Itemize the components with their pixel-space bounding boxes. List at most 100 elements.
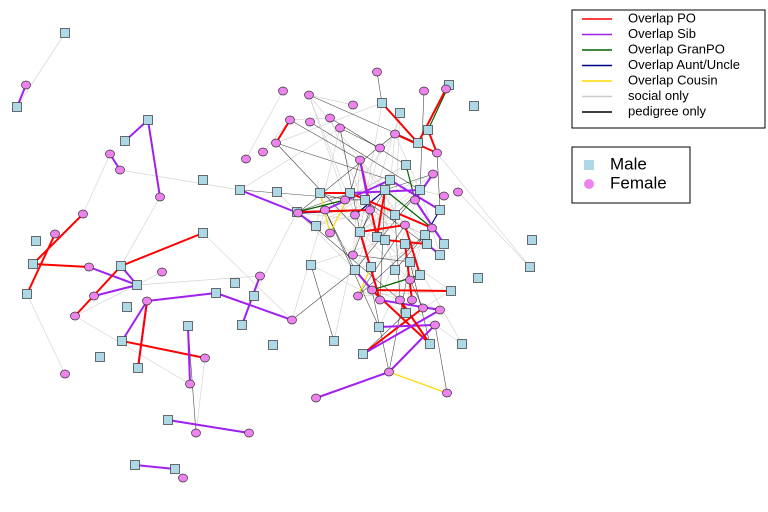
male-node bbox=[405, 257, 415, 267]
female-node bbox=[157, 267, 167, 277]
male-node bbox=[525, 262, 535, 272]
female-node bbox=[418, 303, 428, 313]
overlap-edge bbox=[146, 292, 217, 302]
overlap-edge bbox=[167, 419, 250, 434]
female-node bbox=[432, 148, 442, 158]
pedigree-edge bbox=[436, 152, 441, 211]
female-node bbox=[287, 315, 297, 325]
male-node bbox=[358, 349, 368, 359]
male-node bbox=[22, 289, 32, 299]
female-node bbox=[305, 117, 315, 127]
male-node bbox=[120, 136, 130, 146]
social-edge bbox=[297, 212, 406, 226]
pedigree-edge bbox=[352, 254, 411, 263]
female-node bbox=[405, 275, 415, 285]
legend-label: Overlap GranPO bbox=[628, 41, 725, 56]
male-node bbox=[272, 187, 282, 197]
male-node bbox=[198, 228, 208, 238]
social-edge bbox=[239, 127, 341, 191]
legend-label: Male bbox=[610, 154, 647, 173]
overlap-edge bbox=[93, 284, 138, 297]
female-node bbox=[335, 123, 345, 133]
female-node bbox=[439, 191, 449, 201]
male-node bbox=[380, 235, 390, 245]
overlap-edge bbox=[362, 307, 424, 355]
female-node bbox=[304, 90, 314, 100]
legend-label: social only bbox=[628, 88, 689, 103]
male-node bbox=[446, 286, 456, 296]
female-node bbox=[407, 295, 417, 305]
pedigree-edge bbox=[384, 173, 434, 191]
overlap-edge bbox=[376, 189, 386, 238]
female-node bbox=[200, 353, 210, 363]
social-edge bbox=[74, 315, 191, 385]
social-edge bbox=[26, 293, 66, 375]
overlap-edge bbox=[296, 209, 371, 213]
female-node bbox=[255, 271, 265, 281]
overlap-edge bbox=[388, 371, 448, 394]
social-edge bbox=[308, 94, 386, 191]
male-node bbox=[439, 239, 449, 249]
social-edge bbox=[359, 173, 434, 233]
male-node bbox=[28, 259, 38, 269]
legend-swatch bbox=[584, 179, 594, 189]
social-edge bbox=[369, 209, 426, 236]
overlap-edge bbox=[239, 189, 299, 214]
male-node bbox=[345, 188, 355, 198]
social-edge bbox=[202, 232, 293, 321]
social-edge bbox=[82, 153, 111, 215]
overlap-edge bbox=[389, 179, 441, 211]
overlap-edge bbox=[121, 340, 206, 359]
nodes bbox=[12, 28, 537, 483]
male-node bbox=[170, 464, 180, 474]
legend-label: Female bbox=[610, 173, 667, 192]
overlap-edge bbox=[381, 102, 419, 144]
overlap-edge bbox=[121, 300, 148, 342]
male-node bbox=[401, 308, 411, 318]
edges bbox=[16, 32, 531, 470]
overlap-edge bbox=[371, 289, 452, 292]
social-edge bbox=[315, 127, 341, 227]
female-node bbox=[60, 369, 70, 379]
legend-label: Overlap Aunt/Uncle bbox=[628, 57, 740, 72]
social-edge bbox=[315, 214, 356, 227]
overlap-edge bbox=[388, 324, 436, 373]
pedigree-edge bbox=[275, 142, 391, 181]
pedigree-edge bbox=[309, 121, 421, 191]
overlap-edge bbox=[187, 325, 191, 385]
female-node bbox=[21, 80, 31, 90]
social-edge bbox=[333, 254, 354, 342]
male-node bbox=[268, 340, 278, 350]
overlap-edge bbox=[417, 88, 447, 144]
overlap-edge bbox=[315, 371, 390, 399]
male-node bbox=[183, 321, 193, 331]
male-node bbox=[315, 188, 325, 198]
social-edge bbox=[74, 271, 163, 317]
male-node bbox=[360, 195, 370, 205]
female-node bbox=[271, 138, 281, 148]
overlap-edge bbox=[399, 299, 431, 345]
male-node bbox=[415, 185, 425, 195]
female-node bbox=[435, 305, 445, 315]
overlap-edge bbox=[147, 119, 161, 198]
overlap-edge bbox=[134, 464, 176, 470]
pedigree-edge bbox=[434, 324, 448, 394]
male-node bbox=[435, 205, 445, 215]
social-edge bbox=[369, 112, 401, 211]
female-node bbox=[285, 115, 295, 125]
social-edge bbox=[329, 232, 354, 256]
pedigree-edge bbox=[357, 227, 433, 297]
female-node bbox=[89, 291, 99, 301]
female-node bbox=[293, 208, 303, 218]
male-node bbox=[230, 278, 240, 288]
female-node bbox=[348, 250, 358, 260]
overlap-edge bbox=[384, 189, 433, 229]
female-node bbox=[258, 147, 268, 157]
overlap-edge bbox=[359, 224, 406, 233]
male-node bbox=[425, 339, 435, 349]
female-node bbox=[348, 100, 358, 110]
female-node bbox=[191, 428, 201, 438]
female-node bbox=[453, 187, 463, 197]
social-edge bbox=[308, 94, 354, 106]
